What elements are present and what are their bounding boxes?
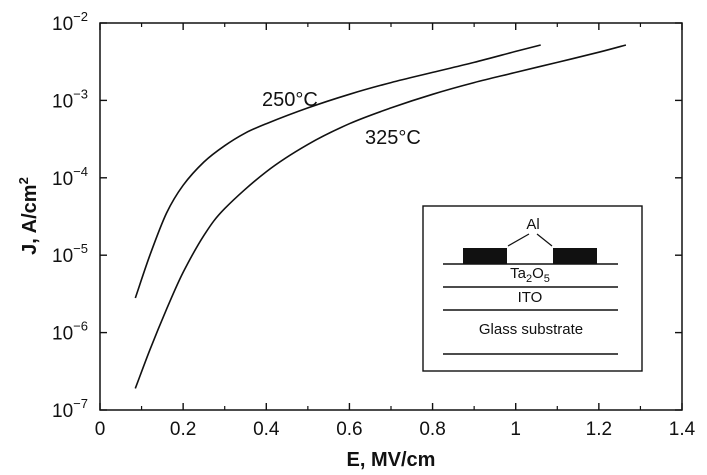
x-tick-label: 1.4 — [669, 419, 696, 440]
x-axis-title: E, MV/cm — [347, 449, 436, 471]
inset-label-al: Al — [526, 216, 539, 233]
series-line-0 — [134, 44, 541, 299]
inset-label-ito: ITO — [518, 289, 543, 306]
al-contact-right — [553, 248, 597, 264]
inset-frame — [422, 205, 643, 372]
y-tick-label: 10−2 — [52, 9, 88, 35]
y-tick-label: 10−6 — [52, 319, 88, 345]
curves — [134, 44, 627, 389]
y-tick-label: 10−5 — [52, 241, 88, 267]
y-axis-title-main: J, A/cm — [19, 184, 41, 254]
x-tick-label: 1.2 — [586, 419, 612, 440]
x-tick-label: 0 — [95, 419, 106, 440]
series-line-1 — [134, 44, 627, 389]
al-pointer-left — [507, 233, 530, 247]
series-label-250: 250°C — [262, 89, 318, 111]
x-tick-label: 0.4 — [253, 419, 280, 440]
y-tick-label: 10−7 — [52, 396, 88, 422]
y-axis-title: J, A/cm2 — [16, 177, 41, 255]
series-label-325: 325°C — [365, 127, 421, 149]
inset-schematic: Al Ta2O5 ITO Glass substrate — [422, 205, 643, 372]
y-tick-label: 10−4 — [52, 164, 88, 190]
x-tick-label: 0.2 — [170, 419, 196, 440]
x-tick-label: 0.6 — [336, 419, 362, 440]
y-tick-label: 10−3 — [52, 86, 88, 112]
y-axis-ticks: 10−7 10−6 10−5 10−4 10−3 10−2 — [52, 9, 682, 422]
inset-label-glass: Glass substrate — [479, 321, 583, 338]
x-tick-label: 1 — [510, 419, 521, 440]
y-axis-title-sup: 2 — [16, 177, 31, 184]
al-contact-left — [463, 248, 507, 264]
x-axis-ticks: 0 0.2 0.4 0.6 0.8 1 1.2 1.4 — [95, 23, 696, 440]
al-pointer-right — [536, 233, 553, 247]
inset-label-ta2o5: Ta2O5 — [510, 265, 550, 285]
x-tick-label: 0.8 — [419, 419, 445, 440]
